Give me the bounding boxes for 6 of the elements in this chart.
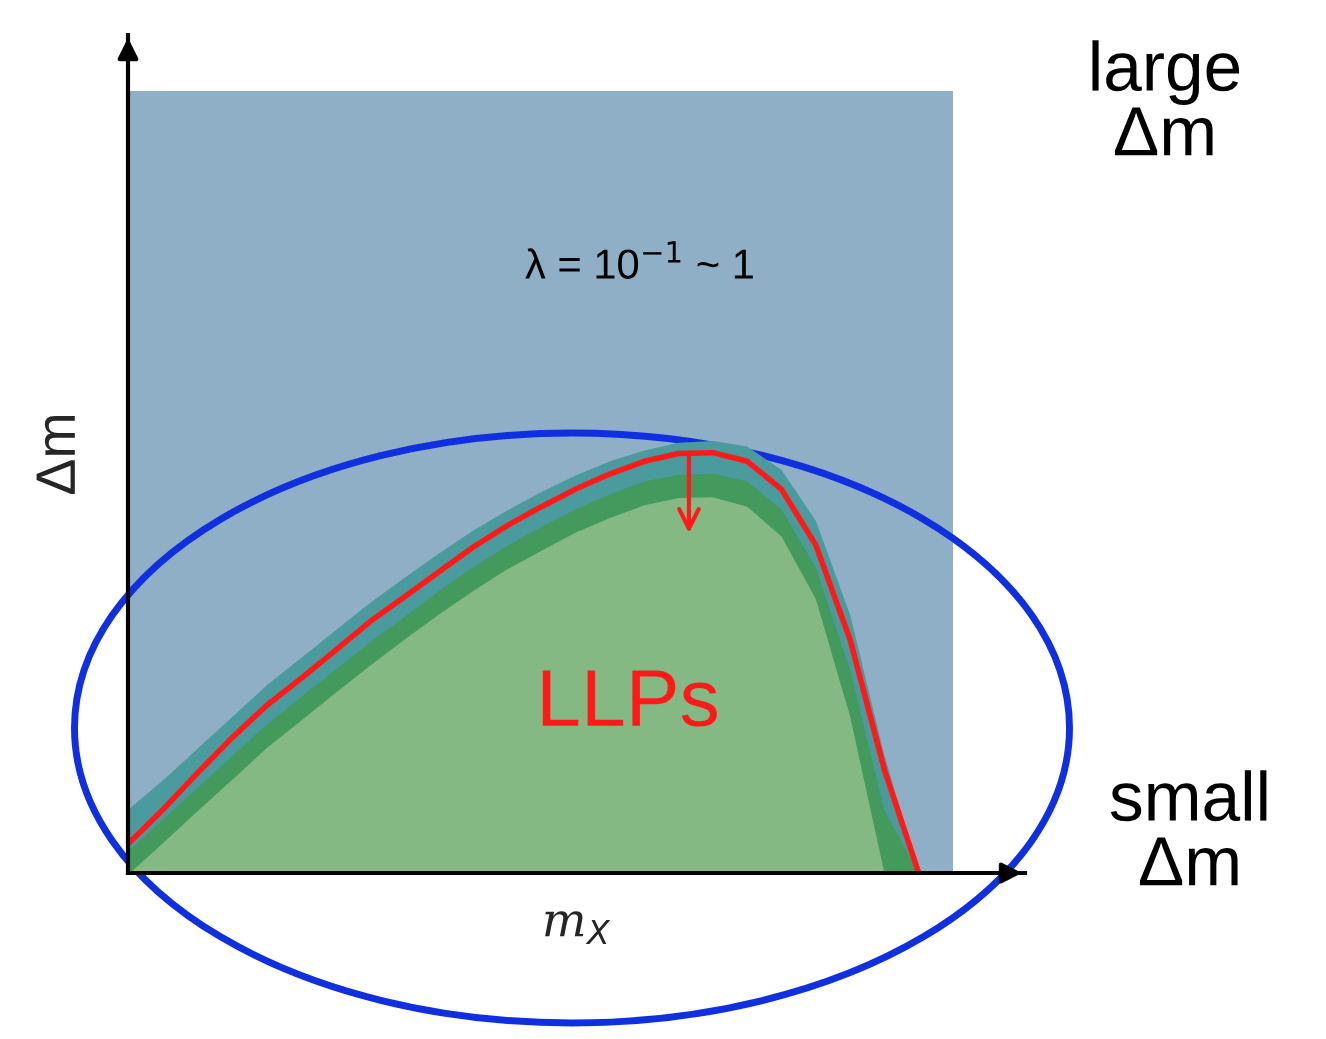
x-axis-title: m$_{X}$	[545, 911, 611, 945]
text: large Δm	[1092, 40, 1240, 156]
y-axis-title: Δm	[36, 415, 75, 495]
text: small Δm	[1110, 770, 1267, 886]
text: λ = 10$^{−1}$ ~ 1	[525, 241, 753, 279]
annotation: LLPs	[542, 670, 717, 727]
